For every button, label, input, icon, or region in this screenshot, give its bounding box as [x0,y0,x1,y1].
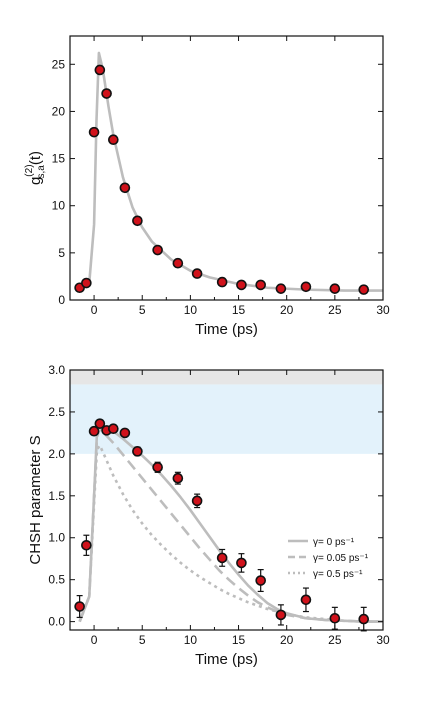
x-tick-label: 25 [328,633,342,647]
data-point [132,446,143,457]
series-line-gamma-3 [78,444,383,623]
data-point [152,244,163,256]
y-label-arg: (t) [27,151,44,165]
data-point [216,276,228,288]
data-point [119,427,131,439]
data-point [88,425,100,437]
data-point [81,277,92,289]
data-point [172,257,184,269]
data-point [101,88,112,99]
y-label-base: g [27,177,44,185]
y-tick-label: 0.5 [48,573,65,587]
data-point [172,472,184,484]
data-point [108,423,119,435]
y-tick-label: 5 [58,246,65,260]
x-tick-label: 30 [376,303,390,317]
legend-label: γ= 0 ps⁻¹ [313,537,355,548]
x-tick-label: 25 [328,303,342,317]
y-label-sup: (2) [24,164,35,176]
data-point [275,283,287,294]
data-point [81,539,92,551]
x-tick-label: 15 [232,303,246,317]
y-tick-label: 0.0 [48,615,65,629]
data-point [358,613,370,625]
y-tick-label: 2.0 [48,447,65,461]
y-tick-label: 3.0 [48,363,65,377]
data-point [255,575,266,586]
data-point [300,281,312,293]
y-tick-label: 25 [52,57,66,71]
x-tick-label: 0 [91,633,98,647]
data-point [119,182,131,194]
data-point [108,134,119,146]
x-tick-label: 20 [280,633,294,647]
data-point [275,609,287,621]
data-point [255,279,266,291]
y-tick-label: 1.0 [48,531,65,545]
data-point [236,279,247,291]
y-tick-label: 0 [58,293,65,307]
data-point [236,557,247,569]
data-point [329,283,341,294]
legend-label: γ= 0.05 ps⁻¹ [313,553,369,564]
x-tick-label: 15 [232,633,246,647]
data-point [191,495,203,507]
shaded-band-1 [70,384,383,454]
y-axis-label: CHSH parameter S [27,435,44,564]
data-point [300,594,312,606]
x-tick-label: 5 [139,303,146,317]
x-axis-label: Time (ps) [195,651,258,668]
shaded-band-2 [70,370,383,385]
y-label-sub: s,a [36,165,47,179]
data-point [74,601,85,612]
data-point [88,126,100,138]
x-axis-label: Time (ps) [195,321,258,338]
chart-panel-2: 0 5 10 15 20 25 30 0.0 0.5 1.0 1.5 2.0 2.5 3.0 Time (p… [27,363,390,668]
series-line-gamma-2 [78,427,383,623]
plot-frame [69,369,384,631]
x-tick-label: 0 [91,303,98,317]
data-point [329,612,341,624]
x-tick-label: 10 [184,303,198,317]
y-tick-label: 20 [52,104,66,118]
data-point [358,284,370,295]
series-line-fit [78,51,383,292]
data-point [94,64,106,76]
data-point [191,268,203,279]
series-line-gamma-1 [78,423,383,623]
x-tick-label: 20 [280,303,294,317]
plot-frame [69,35,384,301]
data-point [94,418,106,429]
x-tick-label: 10 [184,633,198,647]
data-point [152,461,163,473]
y-tick-label: 1.5 [48,489,65,503]
x-tick-label: 5 [139,633,146,647]
y-tick-label: 15 [52,152,66,166]
x-tick-label: 30 [376,633,390,647]
y-tick-label: 10 [52,199,66,213]
chart-panel-1: 0 5 10 15 20 25 30 0 5 10 15 20 25 Time (ps) g(2)s,a(t… [24,35,390,338]
legend: γ= 0 ps⁻¹ γ= 0.05 ps⁻¹ γ= 0.5 ps⁻¹ [288,537,369,580]
data-point [132,215,143,227]
y-tick-label: 2.5 [48,405,65,419]
y-axis-label: g(2)s,a(t) [24,151,47,185]
data-point [216,552,228,564]
legend-label: γ= 0.5 ps⁻¹ [313,569,363,580]
